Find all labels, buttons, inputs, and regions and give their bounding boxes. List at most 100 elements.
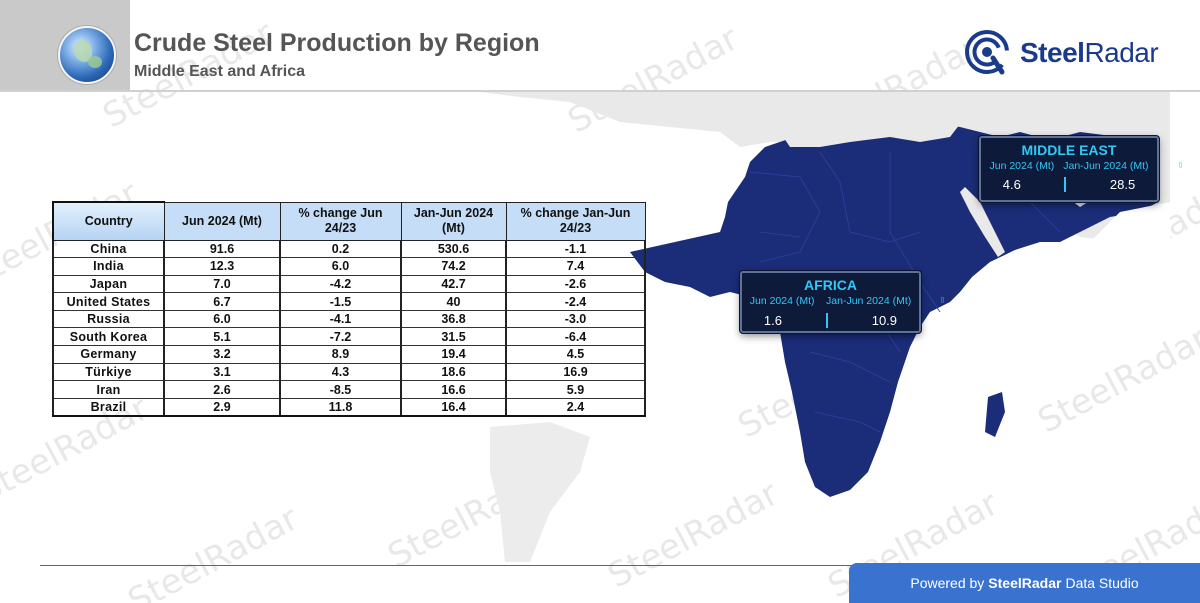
table-cell: -2.4 [505,292,646,311]
table-header-cell: Jan-Jun 2024 (Mt) [400,201,507,241]
arabian-sea [1060,202,1170,342]
table-cell: 12.3 [163,257,281,276]
table-cell: 74.2 [400,257,507,276]
region-title: MIDDLE EAST [1021,142,1117,158]
table-cell: 2.6 [163,380,281,399]
watermark-text: SteelRadar [121,498,305,603]
table-cell: -1.5 [279,292,402,311]
table-cell: 5.1 [163,327,281,347]
table-cell: -4.1 [279,309,402,329]
value-separator [825,312,828,328]
header-divider [0,90,1200,92]
region-col2-label: Jan-Jun 2024 (Mt) [1063,160,1149,172]
region-col1-value: 1.6 [763,312,782,328]
table-cell: -1.1 [505,239,646,259]
table-cell: 2.4 [505,397,646,417]
table-row: Germany 3.2 8.9 19.4 4.5 [52,345,646,364]
footer-suffix: Data Studio [1065,575,1139,591]
table-cell: 7.0 [163,274,281,294]
page-title: Crude Steel Production by Region [134,29,540,57]
region-col2-value: 28.5 [1109,176,1136,192]
region-values: 4.6 28.5 [981,176,1157,192]
globe-icon [58,26,116,84]
table-row: Japan 7.0 -4.2 42.7 -2.6 [52,274,646,294]
region-col1-label: Jun 2024 (Mt) [749,295,815,307]
table-cell: 4.3 [279,362,402,382]
table-cell: 2.9 [163,397,281,417]
red-sea [960,187,1005,257]
table-header-cell: Jun 2024 (Mt) [163,201,281,241]
table-cell: Japan [52,274,165,294]
brand-logo: SteelRadar [962,28,1159,78]
mediterranean [780,114,960,147]
region-col1-label: Jun 2024 (Mt) [989,160,1055,172]
table-cell: 7.4 [505,257,646,276]
footer-banner: Powered by SteelRadar Data Studio [849,563,1200,603]
table-cell: 36.8 [400,309,507,329]
page-subtitle: Middle East and Africa [134,63,305,80]
table-cell: 3.1 [163,362,281,382]
table-cell: 16.4 [400,397,507,417]
footer-divider [40,565,860,566]
table-row: United States 6.7 -1.5 40 -2.4 [52,292,646,311]
table-row: China 91.6 0.2 530.6 -1.1 [52,239,646,259]
table-row: Türkiye 3.1 4.3 18.6 16.9 [52,362,646,382]
table-cell: -8.5 [279,380,402,399]
table-header-row: Country Jun 2024 (Mt) % change Jun 24/23… [52,201,646,241]
table-cell: 530.6 [400,239,507,259]
placeholder-glyph-icon: ▯ [1178,160,1183,169]
table-cell: 3.2 [163,345,281,364]
region-col1-value: 4.6 [1002,176,1021,192]
middle-east-info-box: MIDDLE EAST Jun 2024 (Mt) Jan-Jun 2024 (… [979,136,1183,202]
table-cell: South Korea [52,327,165,347]
table-cell: 16.6 [400,380,507,399]
table-cell: 91.6 [163,239,281,259]
table-cell: Brazil [52,397,165,417]
table-cell: Iran [52,380,165,399]
table-cell: 6.7 [163,292,281,311]
production-table: Country Jun 2024 (Mt) % change Jun 24/23… [52,201,646,417]
region-values: 1.6 10.9 [742,312,919,328]
table-cell: 31.5 [400,327,507,347]
region-title: AFRICA [804,277,857,293]
table-row: Russia 6.0 -4.1 36.8 -3.0 [52,309,646,329]
table-row: South Korea 5.1 -7.2 31.5 -6.4 [52,327,646,347]
table-cell: 40 [400,292,507,311]
table-cell: 6.0 [279,257,402,276]
europe-asia-landmass [480,92,1170,252]
table-row: Brazil 2.9 11.8 16.4 2.4 [52,397,646,417]
table-cell: Germany [52,345,165,364]
table-cell: 19.4 [400,345,507,364]
table-row: Iran 2.6 -8.5 16.6 5.9 [52,380,646,399]
table-header-cell: % change Jan-Jun 24/23 [505,201,646,241]
value-separator [1064,176,1067,192]
placeholder-glyph-icon: ▯ [940,295,945,304]
region-col2-value: 10.9 [871,312,898,328]
table-cell: -7.2 [279,327,402,347]
table-cell: United States [52,292,165,311]
table-cell: 11.8 [279,397,402,417]
table-cell: 5.9 [505,380,646,399]
brand-name: SteelRadar [1020,37,1159,68]
south-america-landmass [490,422,590,562]
table-cell: -4.2 [279,274,402,294]
region-column-labels: Jun 2024 (Mt) Jan-Jun 2024 (Mt) [981,160,1157,172]
table-cell: -6.4 [505,327,646,347]
madagascar-landmass [985,392,1005,437]
table-header-cell: % change Jun 24/23 [279,201,402,241]
table-cell: Türkiye [52,362,165,382]
table-cell: -3.0 [505,309,646,329]
region-col2-label: Jan-Jun 2024 (Mt) [826,295,912,307]
radar-logo-icon [965,30,1009,75]
table-cell: 8.9 [279,345,402,364]
table-cell: India [52,257,165,276]
table-cell: Russia [52,309,165,329]
table-cell: 6.0 [163,309,281,329]
region-column-labels: Jun 2024 (Mt) Jan-Jun 2024 (Mt) [742,295,919,307]
table-cell: -2.6 [505,274,646,294]
table-header-cell: Country [52,201,165,241]
table-cell: 4.5 [505,345,646,364]
africa-info-box: AFRICA Jun 2024 (Mt) Jan-Jun 2024 (Mt) 1… [740,271,945,333]
table-cell: 42.7 [400,274,507,294]
table-cell: 16.9 [505,362,646,382]
